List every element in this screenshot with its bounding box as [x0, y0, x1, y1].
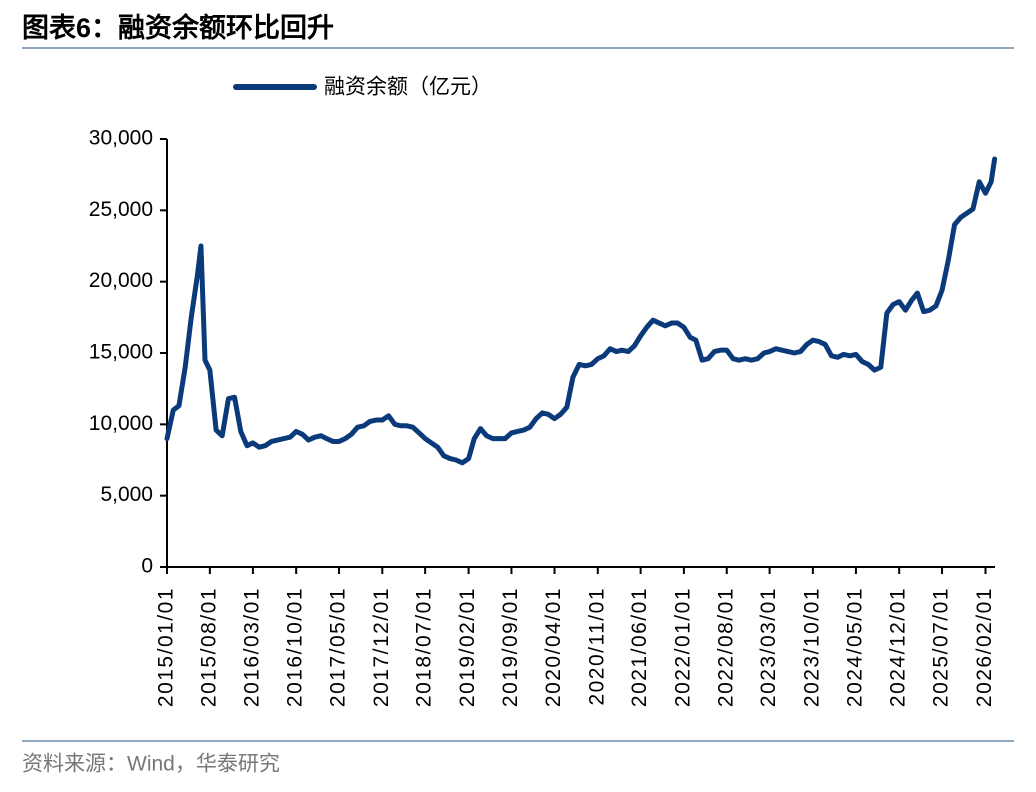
x-tick-label: 2015/01/01 [155, 587, 178, 707]
chart-title: 图表6：融资余额环比回升 [22, 12, 334, 43]
x-tick-label: 2022/01/01 [671, 587, 694, 707]
legend-label: 融资余额（亿元） [324, 76, 492, 99]
x-tick-label: 2023/10/01 [800, 587, 823, 707]
x-tick-label: 2020/11/01 [585, 587, 608, 706]
x-tick-label: 2015/08/01 [197, 587, 220, 707]
y-tick-label: 5,000 [100, 483, 153, 506]
y-tick-label: 10,000 [89, 412, 153, 435]
x-tick-label: 2024/05/01 [843, 587, 866, 707]
x-tick-label: 2023/03/01 [757, 587, 780, 707]
x-tick-label: 2016/10/01 [284, 587, 307, 707]
x-tick-label: 2016/03/01 [240, 587, 263, 707]
x-tick-label: 2026/02/01 [973, 587, 996, 707]
x-tick-label: 2017/12/01 [370, 587, 393, 707]
y-tick-label: 0 [141, 555, 153, 578]
y-tick-label: 30,000 [89, 127, 153, 150]
y-tick-label: 25,000 [89, 198, 153, 221]
source-note: 资料来源：Wind，华泰研究 [22, 753, 280, 776]
y-tick-label: 15,000 [89, 341, 153, 364]
x-tick-label: 2024/12/01 [887, 587, 910, 707]
x-tick-label: 2025/07/01 [930, 587, 953, 707]
x-tick-label: 2017/05/01 [327, 587, 350, 707]
x-tick-label: 2021/06/01 [628, 587, 651, 707]
x-tick-label: 2018/07/01 [413, 587, 436, 707]
y-tick-label: 20,000 [89, 269, 153, 292]
x-tick-label: 2019/02/01 [456, 587, 479, 707]
x-tick-label: 2022/08/01 [714, 587, 737, 707]
x-tick-label: 2020/04/01 [542, 587, 565, 707]
x-tick-label: 2019/09/01 [499, 587, 522, 707]
data-line [164, 156, 998, 466]
